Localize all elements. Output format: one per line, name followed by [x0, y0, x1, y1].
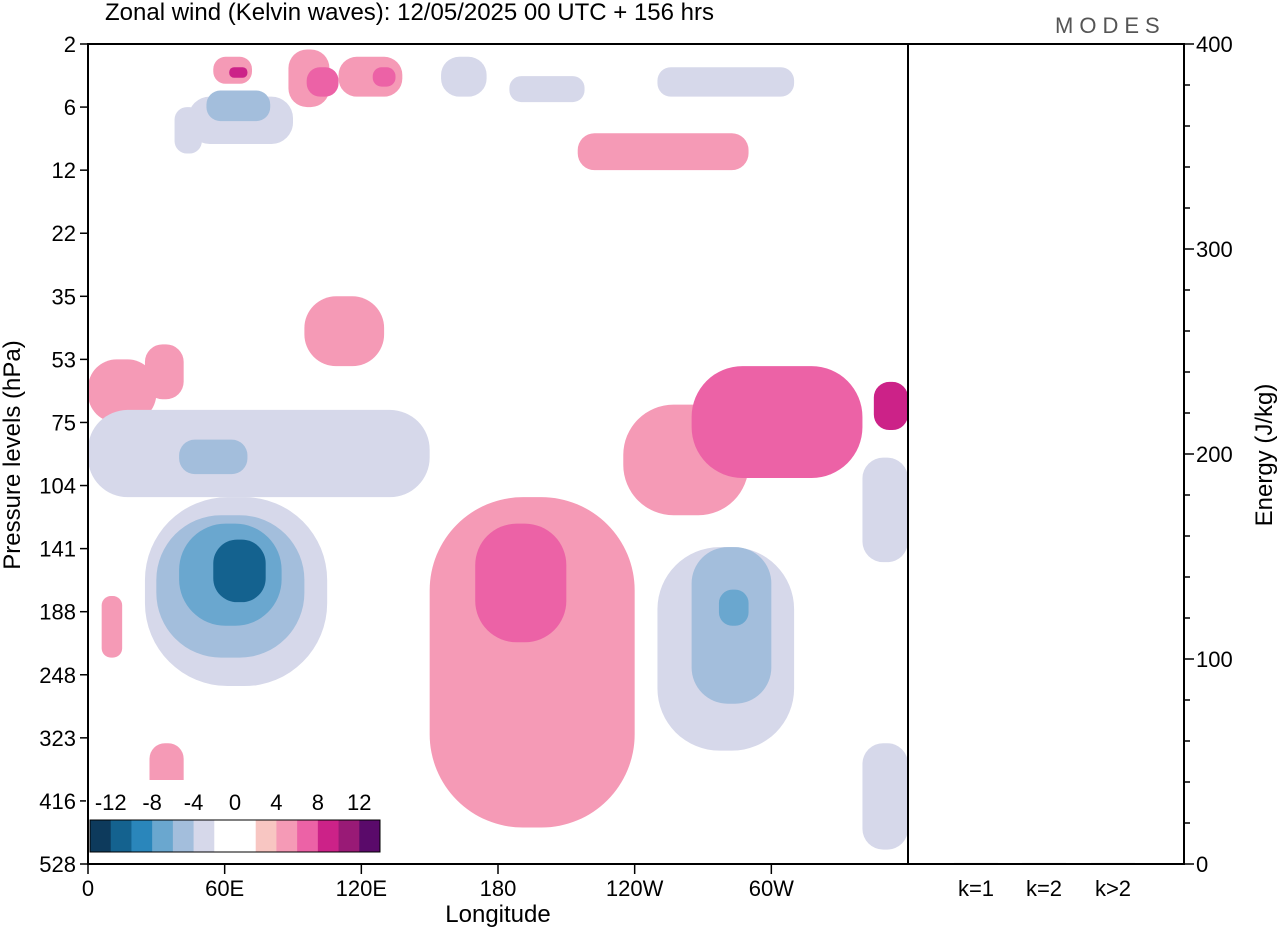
wind-anomaly-field: [88, 49, 908, 850]
x-axis-title: Longitude: [445, 901, 550, 928]
y-tick-label: 188: [39, 600, 76, 625]
wind-region: [229, 67, 248, 78]
colorbar-swatch: [90, 820, 112, 852]
colorbar-label: 12: [347, 790, 371, 815]
wind-region: [475, 523, 567, 643]
energy-tick-label: 100: [1196, 647, 1233, 672]
wind-region: [657, 67, 795, 97]
colorbar-swatch: [338, 820, 360, 852]
wind-region: [372, 67, 396, 87]
y-axis-title: Pressure levels (hPa): [0, 340, 26, 569]
wind-region: [577, 133, 749, 171]
wind-region: [306, 67, 339, 97]
wind-region: [441, 56, 487, 97]
colorbar-swatch: [359, 820, 381, 852]
modes-logo: MODES: [1055, 13, 1166, 38]
y-tick-label: 12: [52, 158, 76, 183]
wind-region: [509, 76, 585, 103]
x-tick-label: 180: [480, 876, 517, 901]
energy-tick-label: 200: [1196, 442, 1233, 467]
colorbar-label: -4: [184, 790, 204, 815]
y-tick-label: 416: [39, 789, 76, 814]
x-tick-label: 120W: [606, 876, 664, 901]
chart-title: Zonal wind (Kelvin waves): 12/05/2025 00…: [105, 0, 714, 26]
wind-region: [691, 366, 863, 478]
colorbar-swatch: [172, 820, 195, 852]
colorbar-swatch: [317, 820, 340, 852]
wind-region: [88, 409, 430, 498]
y-tick-label: 2: [64, 32, 76, 57]
colorbar-label: -12: [95, 790, 127, 815]
x-tick-label: 120E: [336, 876, 387, 901]
wind-region: [101, 595, 123, 658]
energy-category-label: k=1: [958, 876, 994, 901]
wind-region: [206, 90, 271, 122]
y-tick-label: 22: [52, 221, 76, 246]
wind-region: [144, 344, 184, 400]
y-tick-label: 53: [52, 347, 76, 372]
energy-axis-title: Energy (J/kg): [1251, 384, 1278, 527]
wind-region: [213, 539, 266, 603]
colorbar-swatch: [276, 820, 298, 852]
colorbar-swatch: [152, 820, 174, 852]
energy-tick-label: 400: [1196, 32, 1233, 57]
colorbar-legend: -12 -8 -4 0 4 8 12: [86, 780, 384, 858]
colorbar-swatch: [255, 820, 277, 852]
wind-region: [718, 589, 749, 626]
y-tick-label: 248: [39, 663, 76, 688]
y-tick-label: 141: [39, 537, 76, 562]
colorbar-swatch: [110, 820, 132, 852]
y-tick-label: 528: [39, 852, 76, 877]
pressure-axis: 2 6 12 22 35 53 75 104 141 188 248 323 416 528: [39, 32, 88, 877]
wind-region: [304, 296, 385, 367]
colorbar-label: 0: [229, 790, 241, 815]
colorbar-label: 4: [270, 790, 282, 815]
energy-category-label: k>2: [1095, 876, 1131, 901]
wind-region: [179, 439, 248, 475]
colorbar-swatch: [193, 820, 215, 852]
energy-tick-label: 0: [1196, 852, 1208, 877]
y-tick-label: 104: [39, 474, 76, 499]
colorbar-swatch: [235, 820, 257, 852]
colorbar-label: -8: [142, 790, 162, 815]
wind-region: [338, 56, 403, 97]
colorbar-outline: [89, 819, 381, 853]
energy-tick-label: 300: [1196, 237, 1233, 262]
wind-region: [88, 359, 157, 423]
x-tick-label: 0: [82, 876, 94, 901]
energy-category-label: k=2: [1026, 876, 1062, 901]
colorbar-swatch: [131, 820, 153, 852]
y-tick-label: 6: [64, 95, 76, 120]
wind-region: [862, 743, 908, 850]
y-tick-label: 75: [52, 410, 76, 435]
energy-frame: [907, 43, 1185, 865]
wind-region: [873, 381, 908, 431]
energy-panel: 0 100 200 300 400 k=1 k=2 k>2: [954, 32, 1233, 901]
colorbar-label: 8: [312, 790, 324, 815]
x-tick-label: 60W: [749, 876, 794, 901]
longitude-axis: 0 60E 120E 180 120W 60W: [82, 864, 794, 901]
y-tick-label: 35: [52, 284, 76, 309]
wind-region: [862, 457, 908, 563]
y-tick-label: 323: [39, 726, 76, 751]
x-tick-label: 60E: [205, 876, 244, 901]
colorbar-swatch: [214, 820, 236, 852]
colorbar-swatch: [297, 820, 319, 852]
